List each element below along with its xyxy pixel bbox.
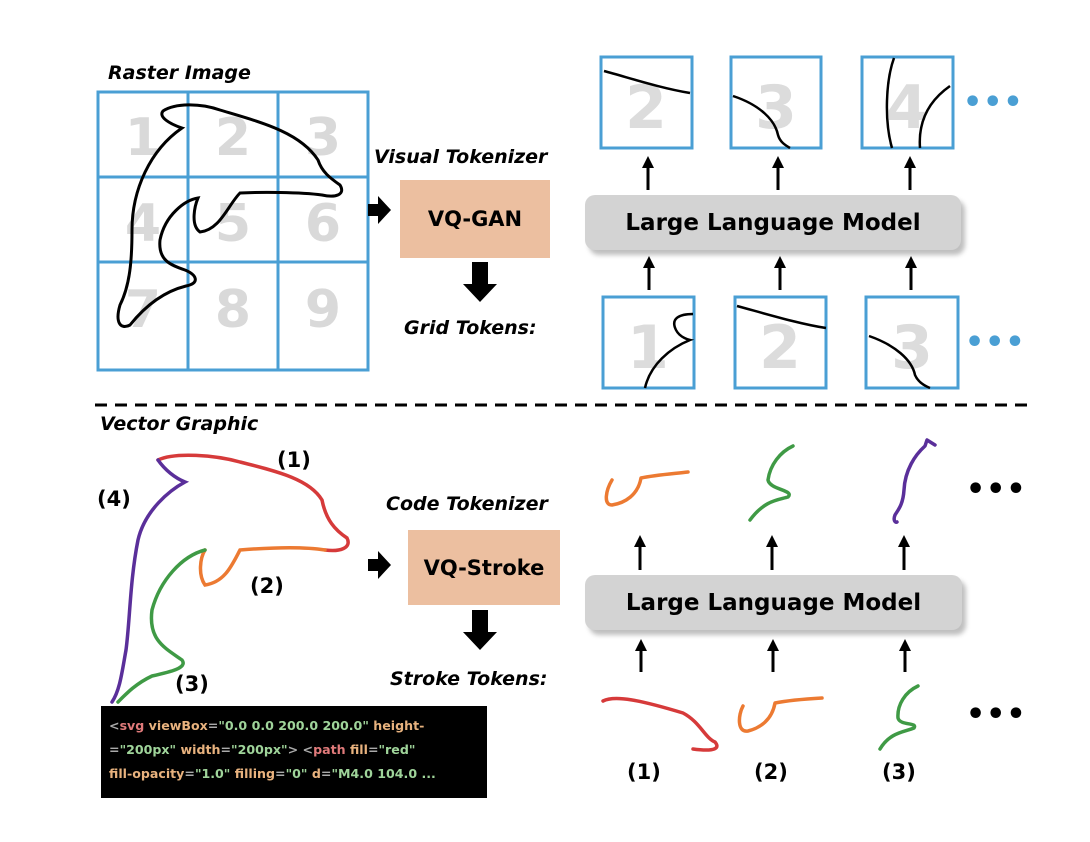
code-token: = [275, 766, 286, 781]
code-token: = [320, 766, 332, 781]
grid-token-number: 1 [627, 313, 669, 383]
stroke-tokens [601, 438, 937, 752]
code-token: fill [349, 742, 368, 757]
code-token: = [207, 718, 219, 733]
grid-token-number: 2 [759, 313, 801, 383]
vq-gan-box: VQ-GAN [400, 180, 550, 258]
code-token: filling [234, 766, 276, 781]
stroke-tokens-label: Stroke Tokens: [390, 668, 548, 690]
code-line: <svg viewBox="0.0 0.0 200.0 200.0" heigh… [109, 714, 487, 738]
grid-token-number: 3 [891, 313, 933, 383]
ellipsis-bottom-input: ••• [966, 697, 1027, 732]
llm-box-bottom: Large Language Model [585, 575, 962, 630]
code-token: = [109, 742, 120, 757]
code-token: < [109, 718, 120, 733]
stroke-token-label-3: (3) [882, 760, 916, 784]
grid-cell-number: 1 [125, 108, 161, 168]
code-token: "0.0 0.0 200.0 200.0" [218, 718, 374, 733]
stroke-label-4: (4) [97, 487, 131, 511]
grid-cell-number: 8 [215, 280, 251, 340]
ellipsis-top-output: ••• [963, 85, 1024, 120]
code-token: "red" [378, 742, 416, 757]
ellipsis-top-input: ••• [965, 325, 1026, 360]
code-token: "0" [285, 766, 312, 781]
code-token: "M4.0 104.0 ... [331, 766, 436, 781]
code-token: height- [373, 718, 425, 733]
vq-stroke-box: VQ-Stroke [408, 530, 560, 605]
code-token: path [313, 742, 350, 757]
grid-token-number: 2 [625, 73, 667, 143]
grid-token-number: 3 [755, 73, 797, 143]
code-token: d [311, 766, 321, 781]
stroke-label-2: (2) [250, 574, 284, 598]
llm-arrows [634, 156, 917, 672]
code-line: ="200px" width="200px"> <path fill="red" [109, 738, 487, 762]
raster-grid [96, 90, 370, 372]
grid-cell-number: 3 [305, 108, 341, 168]
code-token: = [367, 742, 379, 757]
stroke-label-3: (3) [175, 672, 209, 696]
visual-tokenizer-label: Visual Tokenizer [374, 146, 548, 168]
stroke-2 [198, 545, 327, 587]
code-line: fill-opacity="1.0" filling="0" d="M4.0 1… [109, 762, 487, 786]
stroke-1 [156, 453, 350, 553]
grid-cell-number: 6 [305, 194, 341, 254]
code-token: "1.0" [194, 766, 235, 781]
code-token: viewBox [148, 718, 208, 733]
ellipsis-bottom-output: ••• [966, 472, 1027, 507]
arrow-right-icon [368, 551, 391, 579]
raster-image-title: Raster Image [108, 62, 251, 84]
code-token: svg [119, 718, 149, 733]
code-token: "200px" [231, 742, 288, 757]
arrow-down-icon [463, 262, 497, 302]
vector-dolphin [110, 453, 350, 704]
code-token: "200px" [119, 742, 181, 757]
code-token: width [180, 742, 221, 757]
grid-tokens-label: Grid Tokens: [404, 317, 537, 339]
code-token: > < [287, 742, 314, 757]
arrow-right-icon [368, 196, 391, 224]
stroke-4 [110, 458, 190, 704]
grid-cell-number: 9 [305, 280, 341, 340]
code-token: fill-opacity [109, 766, 185, 781]
raster-dolphin-outline [116, 103, 344, 328]
arrow-down-icon [463, 610, 497, 650]
stroke-3 [116, 548, 207, 704]
code-token: = [220, 742, 232, 757]
code-tokenizer-label: Code Tokenizer [386, 493, 548, 515]
stroke-token-label-2: (2) [754, 760, 788, 784]
code-token: = [184, 766, 195, 781]
svg-code-block: <svg viewBox="0.0 0.0 200.0 200.0" heigh… [101, 706, 487, 798]
grid-token-contours [603, 57, 951, 390]
stroke-label-1: (1) [277, 448, 311, 472]
stroke-token-label-1: (1) [627, 760, 661, 784]
vector-graphic-title: Vector Graphic [100, 413, 259, 435]
llm-box-top: Large Language Model [585, 195, 961, 250]
